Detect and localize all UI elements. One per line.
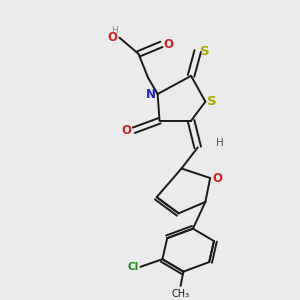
Text: H: H — [111, 26, 118, 35]
Text: O: O — [122, 124, 132, 137]
Text: S: S — [200, 44, 209, 58]
Text: O: O — [212, 172, 222, 184]
Text: H: H — [216, 138, 224, 148]
Text: N: N — [146, 88, 156, 100]
Text: O: O — [107, 31, 118, 44]
Text: O: O — [164, 38, 173, 51]
Text: S: S — [207, 95, 217, 108]
Text: CH₃: CH₃ — [172, 289, 190, 299]
Text: Cl: Cl — [127, 262, 139, 272]
